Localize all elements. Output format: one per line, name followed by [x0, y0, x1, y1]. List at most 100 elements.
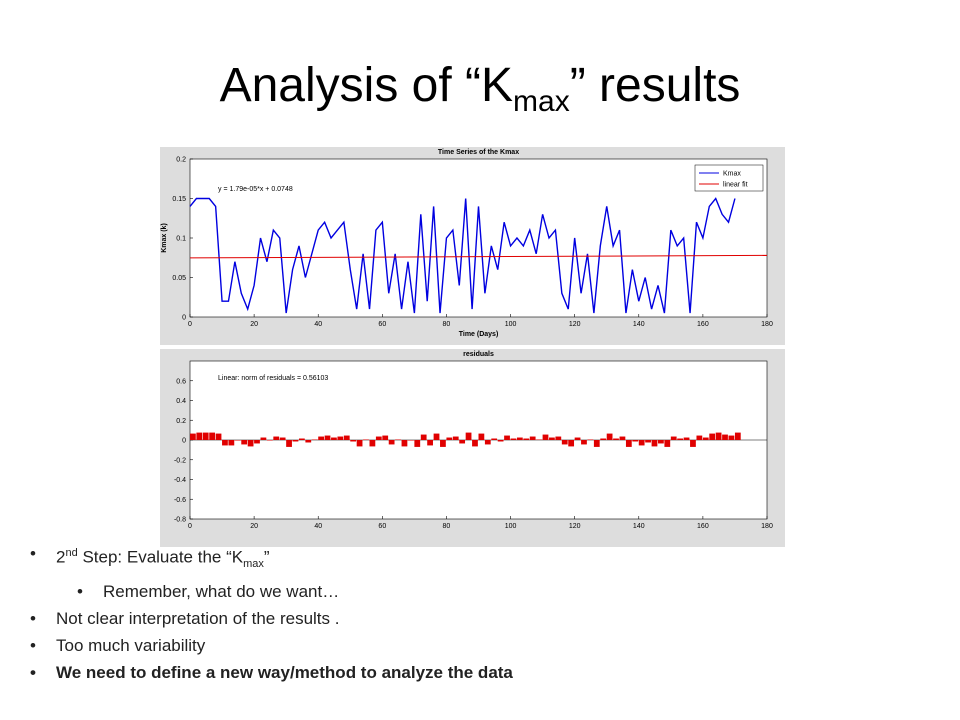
bar — [613, 438, 619, 440]
x-axis-label: Time (Days) — [459, 331, 499, 338]
bar — [209, 432, 216, 440]
bar — [350, 440, 357, 442]
plot-area — [189, 158, 768, 318]
x-tick-label: 140 — [633, 321, 645, 328]
y-tick-label: 0.1 — [176, 236, 186, 243]
bar — [645, 440, 651, 443]
bar — [190, 433, 196, 440]
x-tick-label: 80 — [443, 523, 451, 530]
bar — [664, 440, 671, 447]
bar — [523, 438, 530, 440]
bar — [292, 440, 299, 442]
bar — [375, 436, 382, 440]
x-tick-label: 180 — [761, 321, 773, 328]
bar — [696, 435, 703, 440]
bar — [222, 440, 228, 446]
bar — [638, 440, 645, 446]
bar — [298, 438, 305, 440]
bar — [574, 437, 581, 440]
bar — [549, 437, 555, 440]
bar — [606, 433, 613, 440]
legend-label: Kmax — [723, 171, 741, 178]
bar — [452, 436, 459, 440]
title-text: ” results — [569, 59, 741, 112]
bar — [651, 440, 658, 447]
text: Step: Evaluate the “K — [77, 547, 244, 567]
title-text: Analysis of “K — [219, 59, 514, 112]
x-tick-label: 180 — [761, 523, 773, 530]
bar — [709, 433, 716, 440]
x-tick-label: 60 — [378, 321, 386, 328]
y-tick-label: 0 — [182, 315, 186, 322]
bar — [683, 437, 690, 440]
bar — [542, 434, 549, 440]
bar — [305, 440, 312, 443]
x-tick-label: 60 — [378, 523, 386, 530]
bar — [561, 440, 568, 445]
y-axis-label: Kmax (k) — [161, 223, 168, 253]
y-tick-label: 0.6 — [176, 378, 186, 385]
bar — [568, 440, 575, 447]
text: 2 — [56, 547, 66, 567]
bar — [465, 432, 472, 440]
bar — [472, 440, 478, 447]
bar — [728, 435, 735, 440]
bar — [369, 440, 376, 447]
bar — [247, 440, 254, 447]
x-tick-label: 160 — [697, 321, 709, 328]
y-tick-label: -0.2 — [174, 457, 186, 464]
bar — [324, 435, 331, 440]
x-tick-label: 140 — [633, 523, 645, 530]
chart-title: residuals — [463, 351, 494, 358]
bar — [215, 433, 222, 440]
bar — [260, 437, 267, 440]
bar — [356, 440, 363, 447]
bullets: 2nd Step: Evaluate the “Kmax” Remember, … — [30, 540, 513, 686]
bar — [715, 432, 722, 440]
y-tick-label: 0.15 — [172, 196, 186, 203]
bar — [497, 440, 504, 442]
y-tick-label: -0.8 — [174, 517, 186, 524]
x-tick-label: 20 — [250, 523, 258, 530]
y-tick-label: -0.4 — [174, 477, 186, 484]
bar — [529, 436, 536, 440]
x-tick-label: 0 — [188, 523, 192, 530]
bullet: 2nd Step: Evaluate the “Kmax” — [30, 540, 513, 578]
bar — [331, 437, 337, 440]
bullet: Too much variability — [30, 632, 513, 659]
bar — [690, 440, 696, 447]
y-tick-label: 0.2 — [176, 418, 186, 425]
bar — [677, 438, 684, 440]
bar — [593, 440, 600, 447]
bar — [414, 440, 421, 447]
bar — [318, 436, 324, 440]
bar — [459, 440, 466, 444]
bar — [625, 440, 632, 447]
y-tick-label: 0.4 — [176, 398, 186, 405]
bar — [504, 435, 510, 440]
bar — [581, 440, 587, 445]
bar — [702, 437, 709, 440]
slide-title: Analysis of “Kmax” results — [0, 58, 960, 119]
bar — [510, 438, 517, 440]
annotation: y = 1.79e-05*x + 0.0748 — [218, 186, 293, 193]
x-tick-label: 100 — [505, 321, 517, 328]
bar — [478, 433, 485, 440]
bar — [382, 435, 389, 440]
bar — [440, 440, 446, 447]
bullet: Not clear interpretation of the results … — [30, 605, 513, 632]
x-tick-label: 160 — [697, 523, 709, 530]
bar — [516, 437, 523, 440]
bar — [446, 437, 453, 440]
x-tick-label: 0 — [188, 321, 192, 328]
chart-title: Time Series of the Kmax — [438, 149, 519, 156]
bar — [286, 440, 292, 447]
bar — [228, 440, 235, 446]
bar — [196, 432, 203, 440]
bar — [337, 436, 344, 440]
text: ” — [263, 547, 270, 567]
annotation: Linear: norm of residuals = 0.56103 — [218, 375, 328, 382]
x-tick-label: 120 — [569, 523, 581, 530]
